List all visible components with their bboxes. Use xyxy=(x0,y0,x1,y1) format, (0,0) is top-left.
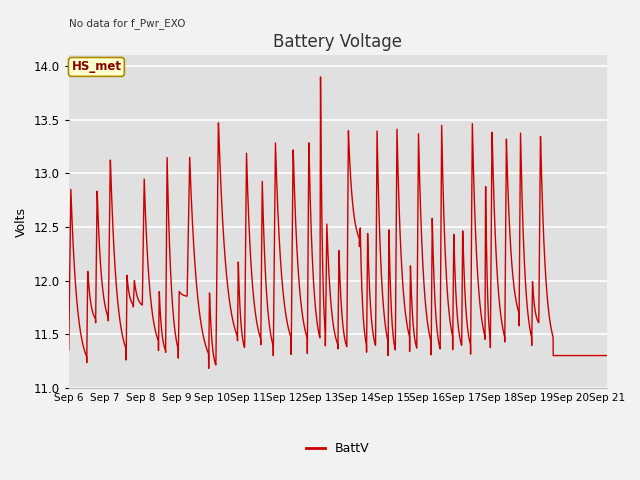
Legend: BattV: BattV xyxy=(301,437,374,460)
Title: Battery Voltage: Battery Voltage xyxy=(273,33,403,51)
Text: No data for f_Pwr_EXO: No data for f_Pwr_EXO xyxy=(68,18,185,29)
Text: HS_met: HS_met xyxy=(72,60,122,73)
Y-axis label: Volts: Volts xyxy=(15,206,28,237)
